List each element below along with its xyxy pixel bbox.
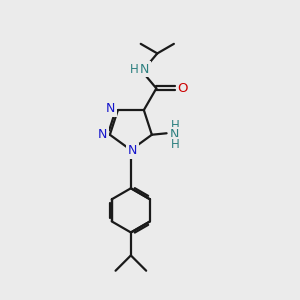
Text: N: N: [140, 63, 149, 76]
Text: O: O: [178, 82, 188, 95]
Text: N: N: [128, 144, 137, 157]
Text: H: H: [170, 118, 179, 131]
Text: N: N: [98, 128, 107, 141]
Text: H: H: [130, 63, 138, 76]
Text: N: N: [106, 102, 115, 115]
Text: N: N: [170, 128, 179, 141]
Text: H: H: [170, 138, 179, 151]
